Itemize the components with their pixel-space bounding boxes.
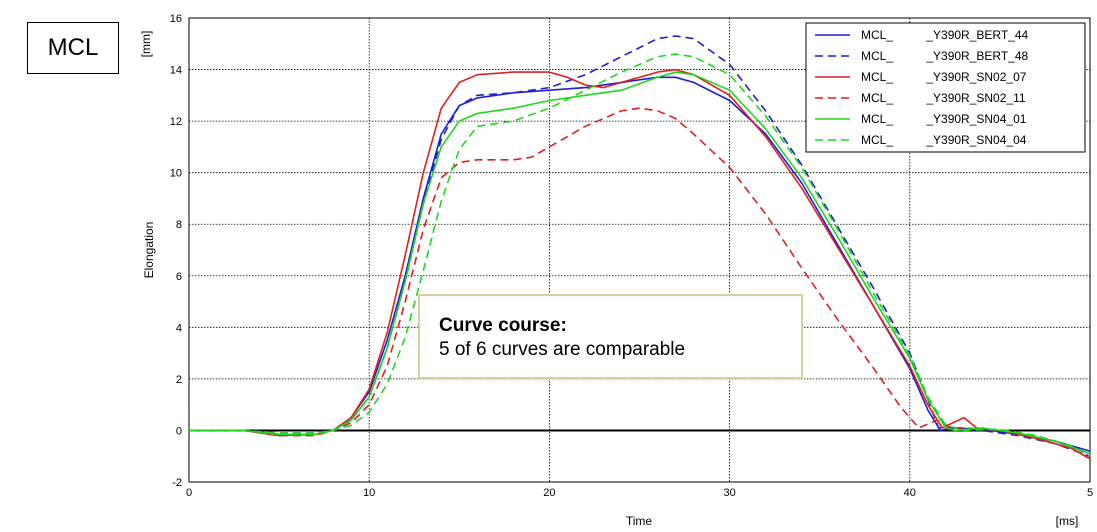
y-tick-label: 2 [176, 374, 182, 386]
y-tick-label: 4 [176, 322, 182, 334]
y-tick-label: 8 [176, 219, 182, 231]
y-tick-label: 14 [170, 65, 182, 77]
callout-title: Curve course: [439, 315, 567, 336]
y-tick-label: 0 [176, 425, 182, 437]
y-tick-label: 12 [170, 116, 182, 128]
legend-label: MCL_ _Y390R_SN04_01 [861, 112, 1027, 126]
plot-frame [188, 17, 1091, 483]
legend-label: MCL_ _Y390R_SN02_11 [861, 91, 1026, 105]
x-tick-label: 10 [363, 487, 375, 499]
x-tick-label: 40 [904, 487, 916, 499]
y-tick-label: 6 [176, 271, 182, 283]
y-axis-title: Elongation [142, 222, 156, 279]
legend-label: MCL_ _Y390R_SN02_07 [861, 70, 1027, 84]
legend: MCL_ _Y390R_BERT_44 MCL_ _Y390R_BERT_48 MC… [805, 22, 1086, 153]
y-tick-label: 10 [170, 168, 182, 180]
y-axis-unit: [mm] [139, 31, 153, 58]
tick-labels: 0 10 20 30 40 5 -2 0 2 4 6 8 10 12 14 16 [170, 13, 1093, 499]
legend-label: MCL_ _Y390R_BERT_44 [861, 28, 1029, 42]
series-line-6 [189, 53, 1091, 457]
x-axis-title: Time [626, 514, 653, 528]
series-line-3 [189, 68, 1091, 460]
y-tick-label: -2 [172, 477, 182, 489]
series-line-5 [189, 71, 1091, 455]
legend-label: MCL_ _Y390R_SN04_04 [861, 133, 1027, 147]
x-axis-unit: [ms] [1056, 514, 1079, 528]
x-tick-label: 20 [543, 487, 555, 499]
callout-text: 5 of 6 curves are comparable [439, 339, 686, 360]
x-tick-label: 0 [186, 487, 192, 499]
series-lines [189, 35, 1091, 460]
callout-box: Curve course: 5 of 6 curves are comparab… [418, 294, 803, 379]
x-tick-label: 30 [723, 487, 735, 499]
legend-box [805, 22, 1086, 153]
mcl-badge: MCL [27, 22, 119, 74]
legend-label: MCL_ _Y390R_BERT_48 [861, 49, 1029, 63]
y-tick-label: 16 [170, 13, 182, 25]
series-line-4 [189, 107, 1091, 460]
x-tick-label: 5 [1087, 487, 1093, 499]
